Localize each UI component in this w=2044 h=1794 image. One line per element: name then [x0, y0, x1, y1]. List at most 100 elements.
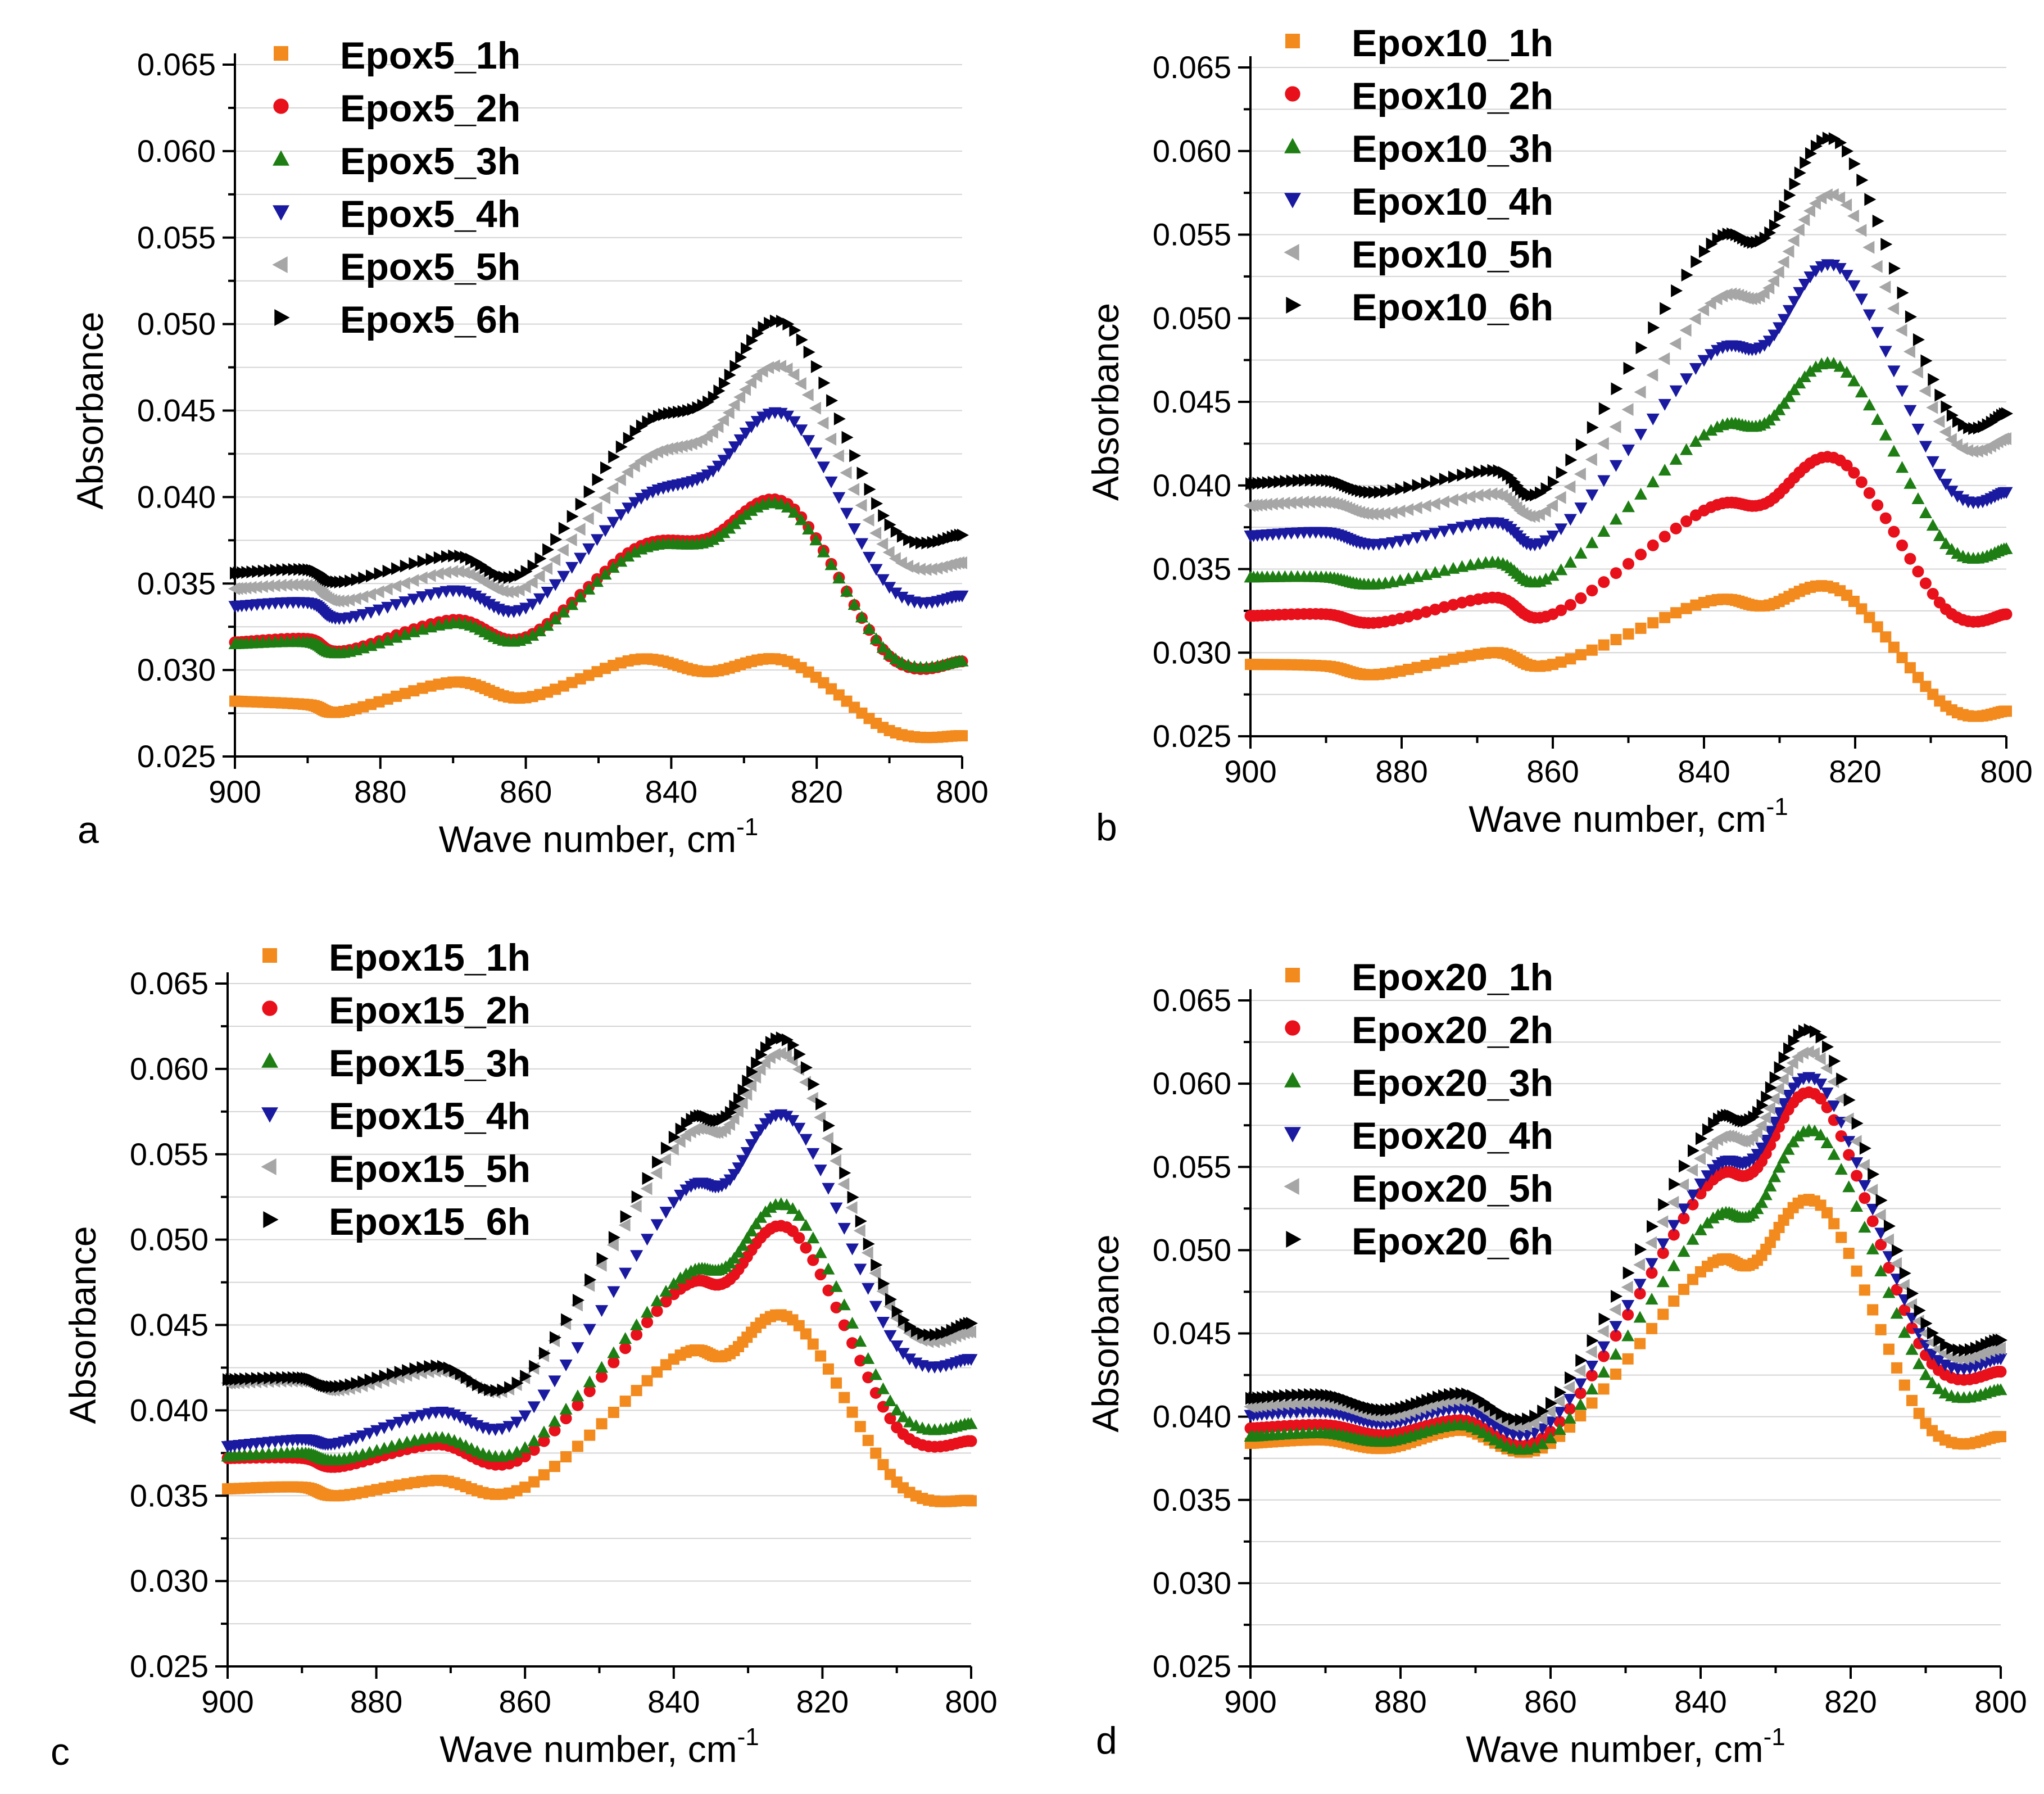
data-point [903, 533, 916, 546]
data-point [1403, 664, 1415, 676]
data-point [1833, 191, 1846, 205]
data-point [717, 413, 729, 427]
data-point [1286, 474, 1298, 488]
data-point [786, 1202, 799, 1214]
panel-letter: d [1096, 1719, 1117, 1762]
data-point [841, 431, 854, 444]
data-point [1794, 166, 1806, 180]
x-axis-title-superscript: -1 [1764, 1723, 1785, 1751]
data-point [1646, 475, 1660, 488]
data-point [832, 449, 844, 463]
data-point [1447, 523, 1460, 536]
x-tick-label: 840 [647, 1684, 700, 1719]
x-axis-title-superscript: -1 [737, 1723, 759, 1751]
data-point [1895, 324, 1907, 337]
data-point [1585, 453, 1597, 466]
data-point [1809, 360, 1823, 373]
data-point [711, 420, 724, 433]
data-point [955, 654, 969, 667]
legend-marker [1284, 138, 1301, 153]
data-point [724, 368, 736, 382]
data-point [1598, 1383, 1610, 1395]
data-point [1820, 1136, 1834, 1148]
data-point [1553, 1423, 1566, 1435]
data-point [1783, 1042, 1796, 1055]
data-point [1285, 1389, 1298, 1402]
data-point [806, 1091, 818, 1105]
legend-marker [273, 205, 289, 221]
data-point [1565, 453, 1578, 466]
data-point [2000, 432, 2011, 445]
data-point [533, 593, 546, 605]
data-point [1393, 504, 1406, 518]
data-point [711, 460, 725, 473]
data-point [1646, 1267, 1658, 1279]
data-point [1563, 556, 1577, 568]
x-axis-title-text: Wave number, cm [439, 818, 736, 860]
data-point [1380, 485, 1392, 499]
data-point [1273, 1389, 1285, 1403]
data-point [1657, 1247, 1669, 1260]
data-point [389, 599, 403, 611]
data-point [750, 369, 763, 383]
data-point [1764, 226, 1776, 239]
x-tick-label: 900 [209, 774, 261, 809]
data-point [533, 569, 545, 583]
data-point [818, 376, 831, 389]
data-point [1755, 1196, 1769, 1208]
data-point [1291, 1388, 1304, 1402]
legend-label: Epox15_5h [329, 1148, 531, 1190]
legend-label: Epox20_6h [1352, 1220, 1553, 1263]
data-point [660, 1295, 672, 1308]
legend-label: Epox15_3h [329, 1042, 531, 1085]
chart-panel-a: 0.025 0.030 0.035 0.040 0.045 0.050 0.055 0.060… [69, 34, 989, 860]
data-point [1827, 1075, 1839, 1089]
y-axis-title: Absorbance [69, 311, 111, 509]
data-point [1622, 558, 1634, 570]
data-point [1875, 1194, 1888, 1207]
data-point [751, 1056, 763, 1070]
data-point [814, 1165, 827, 1177]
data-point [1951, 491, 1964, 503]
data-point [810, 360, 823, 373]
data-point [1471, 488, 1484, 502]
data-point [787, 368, 800, 382]
data-point [630, 1318, 643, 1330]
data-point [1689, 434, 1702, 447]
data-point [824, 476, 838, 488]
data-point [863, 551, 876, 564]
data-point [1564, 599, 1576, 611]
data-point [740, 1147, 754, 1159]
data-point [1911, 365, 1923, 379]
data-point [831, 1142, 844, 1156]
data-point [1842, 1136, 1856, 1148]
data-point [1994, 1342, 2006, 1355]
data-point [1840, 270, 1853, 282]
data-point [583, 1375, 596, 1388]
data-point [621, 465, 633, 479]
data-point [1912, 672, 1924, 683]
data-point [915, 536, 927, 550]
y-tick-label: 0.055 [1153, 217, 1231, 252]
data-point [1429, 603, 1442, 615]
data-point [560, 1412, 572, 1425]
data-point [808, 1077, 820, 1091]
data-point [925, 562, 937, 576]
legend-marker [1285, 86, 1300, 102]
data-point [398, 577, 410, 590]
legend-label: Epox20_1h [1352, 956, 1553, 999]
data-point [1694, 1152, 1706, 1165]
data-point [1465, 466, 1478, 480]
data-point [965, 1435, 977, 1447]
data-point [1489, 1403, 1502, 1417]
data-point [955, 590, 969, 602]
data-point [1903, 477, 1917, 489]
data-point [497, 1383, 509, 1397]
data-point [1667, 1229, 1680, 1241]
data-point [558, 522, 570, 535]
data-point [573, 523, 586, 536]
data-point [1563, 1411, 1576, 1424]
data-point [1843, 1093, 1856, 1107]
data-point [733, 391, 746, 404]
data-point [1857, 1158, 1870, 1172]
